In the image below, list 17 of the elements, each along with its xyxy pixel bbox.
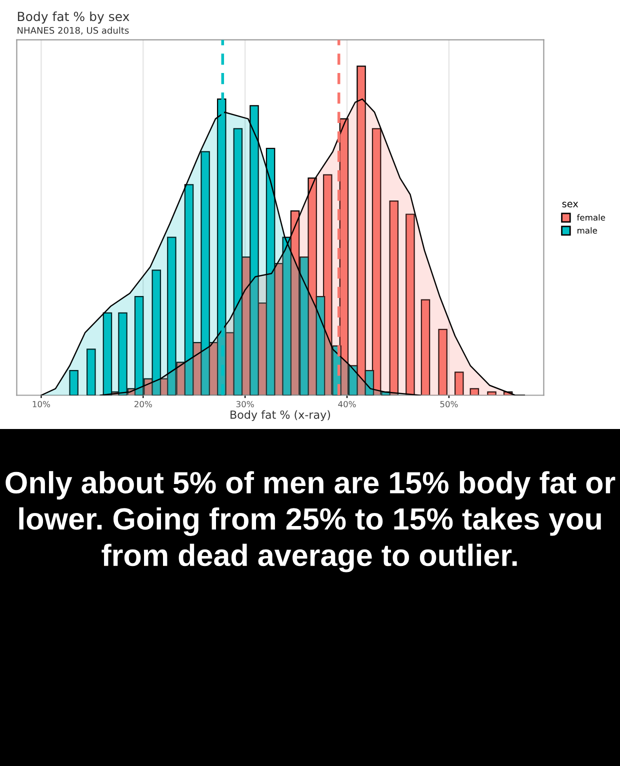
bar bbox=[454, 372, 464, 396]
bar bbox=[420, 299, 430, 396]
bar bbox=[438, 328, 448, 396]
legend-label: female bbox=[576, 214, 606, 221]
bar bbox=[470, 388, 480, 396]
x-tick-label: 40% bbox=[338, 400, 356, 408]
bar bbox=[86, 348, 96, 396]
x-tick-label: 30% bbox=[236, 400, 254, 408]
x-axis-title: Body fat % (x-ray) bbox=[230, 410, 330, 422]
x-tick-label: 10% bbox=[32, 400, 50, 408]
text: Only about 5% of men are 15% body fat or lower. Going from 25% to 15% takes you from dead average to outlier. bbox=[6, 471, 616, 572]
x-tick-label: 20% bbox=[134, 400, 152, 408]
legend-title: sex bbox=[562, 202, 578, 208]
chart-title: Body fat % by sex bbox=[18, 11, 130, 24]
legend-label: male bbox=[578, 227, 598, 234]
chart-subtitle: NHANES 2018, US adults bbox=[18, 26, 129, 35]
x-tick-label: 50% bbox=[440, 400, 458, 408]
